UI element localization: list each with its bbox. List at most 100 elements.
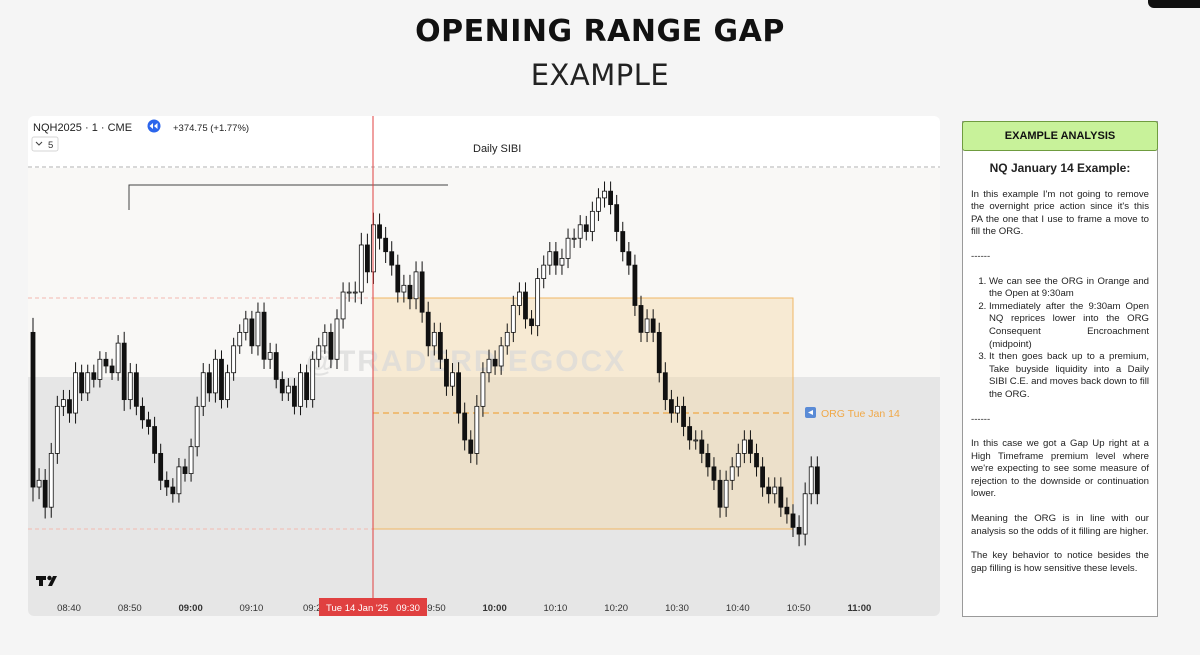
- replay-icon[interactable]: [147, 119, 161, 133]
- candle-bearish: [717, 479, 723, 508]
- candle-bullish: [322, 331, 328, 347]
- x-tick-label: 10:20: [604, 603, 628, 614]
- candle-bearish: [67, 399, 72, 414]
- candle-bearish: [261, 311, 267, 360]
- candle-bearish: [444, 358, 449, 387]
- candle-bullish: [231, 345, 237, 374]
- candle-bullish: [541, 264, 547, 279]
- candle-bullish: [693, 439, 699, 442]
- candle-bearish: [699, 439, 705, 454]
- candle-bullish: [334, 318, 340, 360]
- candle-bullish: [358, 244, 364, 293]
- candle-bearish: [650, 318, 656, 333]
- candle-bearish: [529, 318, 534, 327]
- x-tick-label: 08:50: [118, 603, 142, 614]
- candle-bearish: [377, 224, 382, 239]
- list-item: We can see the ORG in Orange and the Ope…: [989, 276, 1149, 301]
- candle-bearish: [583, 224, 589, 232]
- x-tick-label: 08:40: [57, 603, 81, 614]
- x-tick-label: 10:40: [726, 603, 750, 614]
- candle-bullish: [559, 258, 565, 266]
- upper-zone: [28, 168, 940, 378]
- candle-bearish: [249, 318, 255, 347]
- candle-bullish: [188, 446, 194, 474]
- candle-bearish: [614, 204, 620, 232]
- list-item: It then goes back up to a premium, Take …: [989, 351, 1149, 401]
- candle-bearish: [407, 284, 413, 300]
- candle-bearish: [219, 358, 224, 401]
- panel-header: EXAMPLE ANALYSIS: [962, 121, 1158, 151]
- candle-bearish: [784, 506, 790, 515]
- candle-bearish: [140, 405, 145, 421]
- candle-bearish: [638, 305, 644, 333]
- candle-bullish: [474, 405, 480, 454]
- panel-separator: ------: [971, 413, 991, 425]
- candle-bearish: [462, 412, 468, 441]
- candle-bearish: [419, 271, 425, 313]
- panel-separator: ------: [971, 250, 991, 262]
- page-subtitle: EXAMPLE: [530, 58, 670, 92]
- candle-bullish: [802, 493, 808, 535]
- candle-bearish: [711, 466, 717, 481]
- candle-bullish: [200, 372, 206, 407]
- candle-bullish: [316, 345, 322, 360]
- candle-bearish: [468, 439, 474, 454]
- candle-bearish: [292, 385, 297, 407]
- candle-bearish: [206, 372, 212, 394]
- candle-bullish: [772, 486, 778, 495]
- candle-bearish: [164, 479, 170, 488]
- candle-bullish: [571, 237, 577, 240]
- candles: [30, 181, 820, 547]
- candle-bullish: [225, 372, 230, 401]
- crosshair-time-text: Tue 14 Jan '25 09:30: [326, 603, 420, 614]
- x-tick-label: 10:50: [787, 603, 811, 614]
- candle-bullish: [48, 453, 54, 508]
- symbol-label: NQH2025 · 1 · CME: [33, 122, 132, 134]
- candle-bullish: [310, 358, 316, 401]
- candle-bearish: [170, 486, 176, 495]
- candle-bearish: [364, 244, 370, 273]
- candle-bullish: [480, 372, 486, 407]
- premium-zone: [28, 377, 940, 616]
- price-chart[interactable]: @TRADERDIEGOCX NQH2025 · 1 · CME +374.75…: [28, 116, 940, 616]
- candle-bearish: [626, 251, 632, 266]
- candle-bearish: [656, 331, 662, 374]
- candle-bearish: [766, 486, 772, 495]
- candle-bearish: [669, 399, 674, 414]
- candle-bullish: [577, 224, 583, 239]
- collapse-button[interactable]: 5: [31, 136, 59, 152]
- panel-para-key: The key behavior to notice besides the g…: [971, 550, 1149, 574]
- candle-bullish: [115, 342, 121, 374]
- candle-bearish: [681, 405, 686, 427]
- candle-bullish: [450, 372, 455, 387]
- x-tick-label: 10:10: [544, 603, 568, 614]
- candle-bullish: [498, 345, 504, 367]
- candle-bearish: [456, 372, 462, 414]
- candle-bullish: [237, 331, 243, 347]
- candle-bullish: [413, 271, 419, 300]
- candle-bullish: [504, 331, 510, 347]
- candle-bullish: [741, 439, 747, 454]
- candle-bullish: [723, 479, 729, 508]
- change-label: +374.75 (+1.77%): [173, 123, 249, 134]
- crosshair-time-label: Tue 14 Jan '25 09:30: [319, 598, 427, 616]
- daily-sibi-label: Daily SIBI: [473, 143, 521, 155]
- panel-subtitle: NQ January 14 Example:: [989, 161, 1131, 175]
- candle-bearish: [632, 264, 638, 306]
- panel-para-gap: In this case we got a Gap Up right at a …: [971, 438, 1149, 500]
- org-label: ORG Tue Jan 14: [821, 408, 900, 420]
- candle-bullish: [346, 291, 352, 294]
- page-title: OPENING RANGE GAP: [415, 14, 785, 49]
- watermark: @TRADERDIEGOCX: [306, 345, 627, 378]
- candle-bearish: [304, 372, 310, 401]
- candle-bearish: [796, 526, 802, 535]
- candle-bearish: [437, 331, 443, 360]
- candle-bullish: [535, 278, 541, 327]
- candle-bearish: [620, 231, 626, 253]
- corner-tab: [1148, 0, 1200, 8]
- panel-para-meaning: Meaning the ORG is in line with our anal…: [971, 513, 1149, 537]
- candle-bullish: [352, 291, 358, 294]
- candle-bullish: [97, 358, 103, 380]
- candle-bearish: [279, 379, 285, 394]
- candle-bearish: [103, 358, 109, 367]
